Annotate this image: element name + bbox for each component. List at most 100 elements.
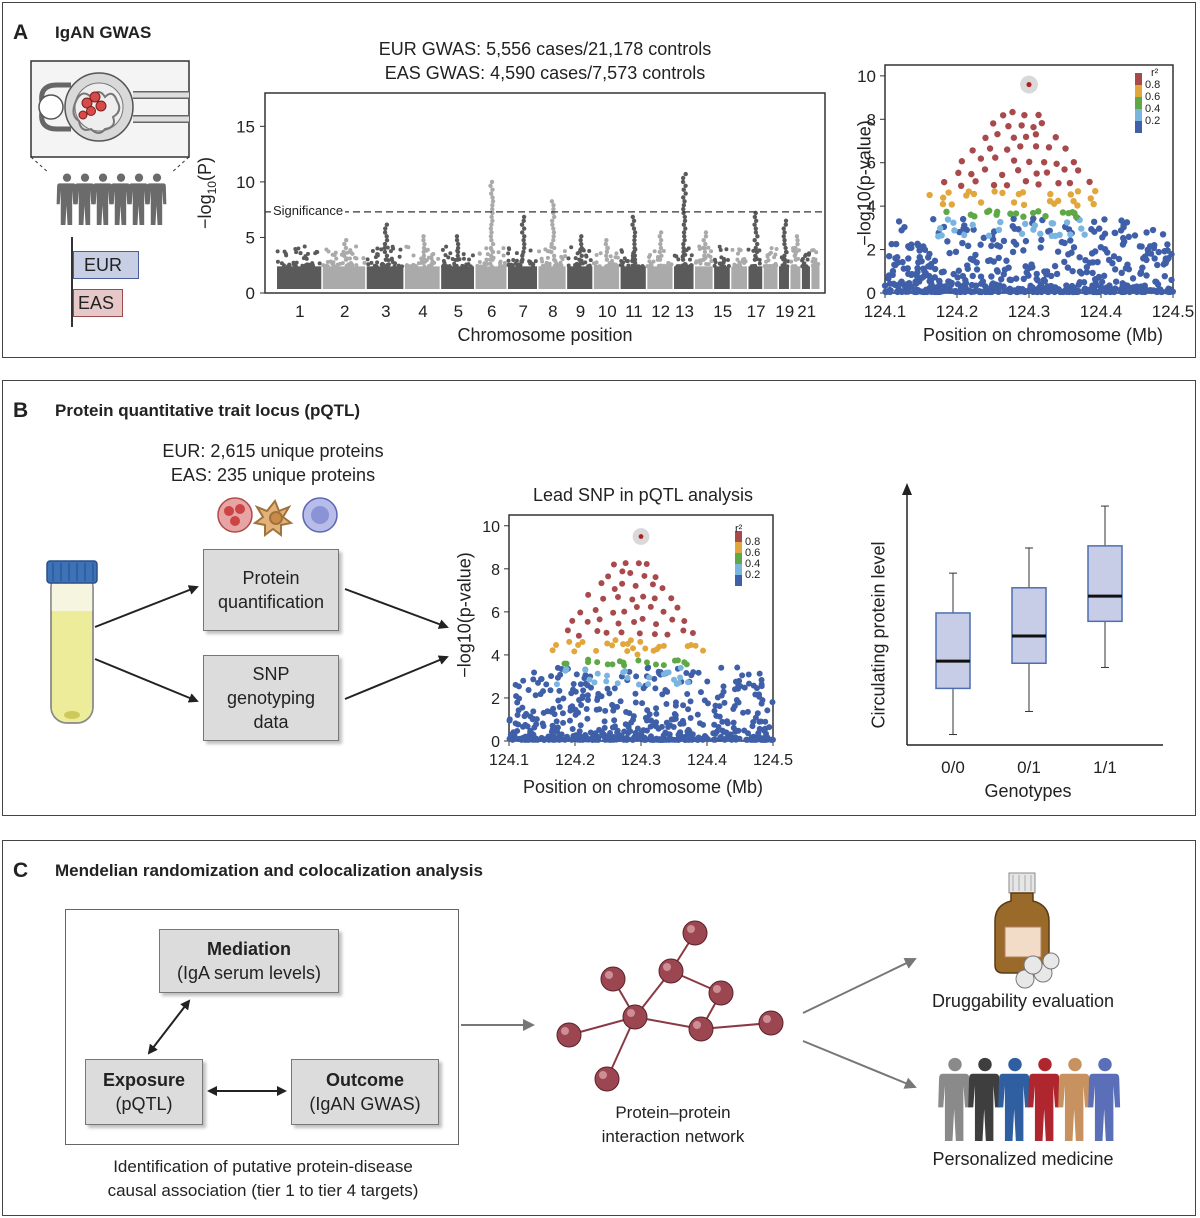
snp-point	[764, 263, 769, 268]
snp-point	[1070, 244, 1078, 251]
snp-point	[443, 253, 448, 258]
snp-point	[646, 674, 653, 681]
chromosome-band	[507, 266, 538, 289]
snp-point	[540, 723, 547, 730]
snp-point	[944, 216, 952, 223]
snp-point	[533, 716, 540, 723]
locus-a-r2-label: r²	[1151, 67, 1159, 79]
snp-point	[670, 724, 677, 731]
snp-point	[577, 257, 582, 262]
snp-point	[1037, 244, 1044, 251]
snp-point	[598, 251, 603, 256]
snp-point	[627, 569, 634, 576]
snp-point	[485, 252, 490, 257]
snp-point	[489, 222, 494, 227]
snp-point	[592, 607, 599, 614]
snp-point	[783, 218, 789, 223]
panel-b-title: Protein quantitative trait locus (pQTL)	[55, 401, 361, 420]
snp-point	[1065, 209, 1072, 217]
snp-point	[514, 727, 521, 734]
panel-letter-a: A	[13, 21, 29, 44]
snp-point	[594, 252, 599, 257]
snp-point	[287, 263, 292, 268]
snp-point	[515, 721, 522, 728]
snp-point	[960, 231, 968, 239]
snp-point	[454, 234, 460, 239]
snp-point	[584, 715, 591, 722]
snp-point	[709, 258, 714, 263]
panel-a-title: IgAN GWAS	[55, 23, 152, 42]
protein-quantification-box: Protein quantification	[203, 549, 339, 631]
snp-point	[639, 615, 646, 622]
snp-point	[522, 234, 527, 239]
snp-point	[943, 208, 950, 216]
snp-point	[703, 241, 708, 247]
snp-point	[998, 171, 1006, 179]
snp-point	[674, 604, 681, 611]
snp-point	[1056, 231, 1063, 239]
x-tick-label: 1	[295, 302, 304, 321]
exposure-box: Exposure (pQTL)	[85, 1059, 203, 1125]
snp-point	[703, 234, 709, 239]
snp-point	[681, 222, 687, 227]
snp-point	[421, 238, 426, 243]
snp-point	[1045, 144, 1053, 151]
snp-point	[885, 272, 893, 279]
snp-point	[604, 672, 611, 679]
snp-point	[484, 246, 489, 251]
snp-point	[805, 257, 810, 262]
snp-point	[999, 189, 1006, 197]
snp-point	[680, 720, 687, 727]
snp-point	[461, 252, 466, 257]
snp-point	[1074, 202, 1081, 209]
x-tick-label: 124.4	[1080, 302, 1123, 321]
snp-point	[1025, 272, 1032, 279]
snp-point	[963, 192, 970, 199]
snp-point	[598, 580, 605, 587]
snp-point	[661, 249, 666, 254]
snp-point	[281, 263, 286, 268]
y-tick-label: 6	[867, 154, 876, 173]
snp-point	[1091, 228, 1098, 235]
snp-point	[641, 736, 648, 743]
snp-point	[657, 257, 663, 262]
snp-point	[611, 717, 618, 724]
legend-eas: EAS	[73, 289, 123, 317]
snp-point	[609, 661, 616, 668]
snp-point	[698, 261, 703, 266]
snp-point	[894, 254, 901, 261]
y-tick-label: 0	[246, 284, 255, 303]
snp-point	[959, 239, 966, 247]
snp-point	[597, 264, 602, 269]
snp-point	[684, 679, 691, 686]
snp-point	[681, 253, 686, 258]
snp-point	[656, 643, 663, 650]
snp-point	[977, 241, 984, 248]
snp-point	[343, 257, 349, 262]
snp-point	[1138, 288, 1145, 295]
x-tick-label: 124.1	[864, 302, 907, 321]
snp-point	[1035, 208, 1042, 215]
snp-point	[507, 247, 512, 252]
snp-point	[704, 678, 711, 685]
r2-legend-label: 0.6	[1145, 91, 1160, 103]
snp-point	[737, 263, 742, 268]
snp-point	[632, 257, 638, 262]
snp-point	[1047, 190, 1054, 198]
snp-point	[754, 241, 760, 247]
exposure-label: Exposure	[102, 1070, 186, 1090]
snp-point	[648, 261, 653, 266]
snp-point	[563, 666, 570, 673]
snp-point	[793, 257, 798, 262]
gwas-line-2: EAS GWAS: 4,590 cases/7,573 controls	[384, 63, 706, 83]
snp-point	[587, 729, 594, 736]
snp-point	[995, 254, 1002, 262]
snp-point	[738, 248, 743, 253]
snp-point	[594, 260, 599, 265]
category-label: 1/1	[1093, 758, 1117, 777]
lead-snp	[638, 534, 644, 539]
snp-point	[996, 282, 1003, 289]
snp-point	[1009, 108, 1016, 116]
snp-point	[681, 187, 686, 192]
snp-point	[551, 253, 557, 258]
